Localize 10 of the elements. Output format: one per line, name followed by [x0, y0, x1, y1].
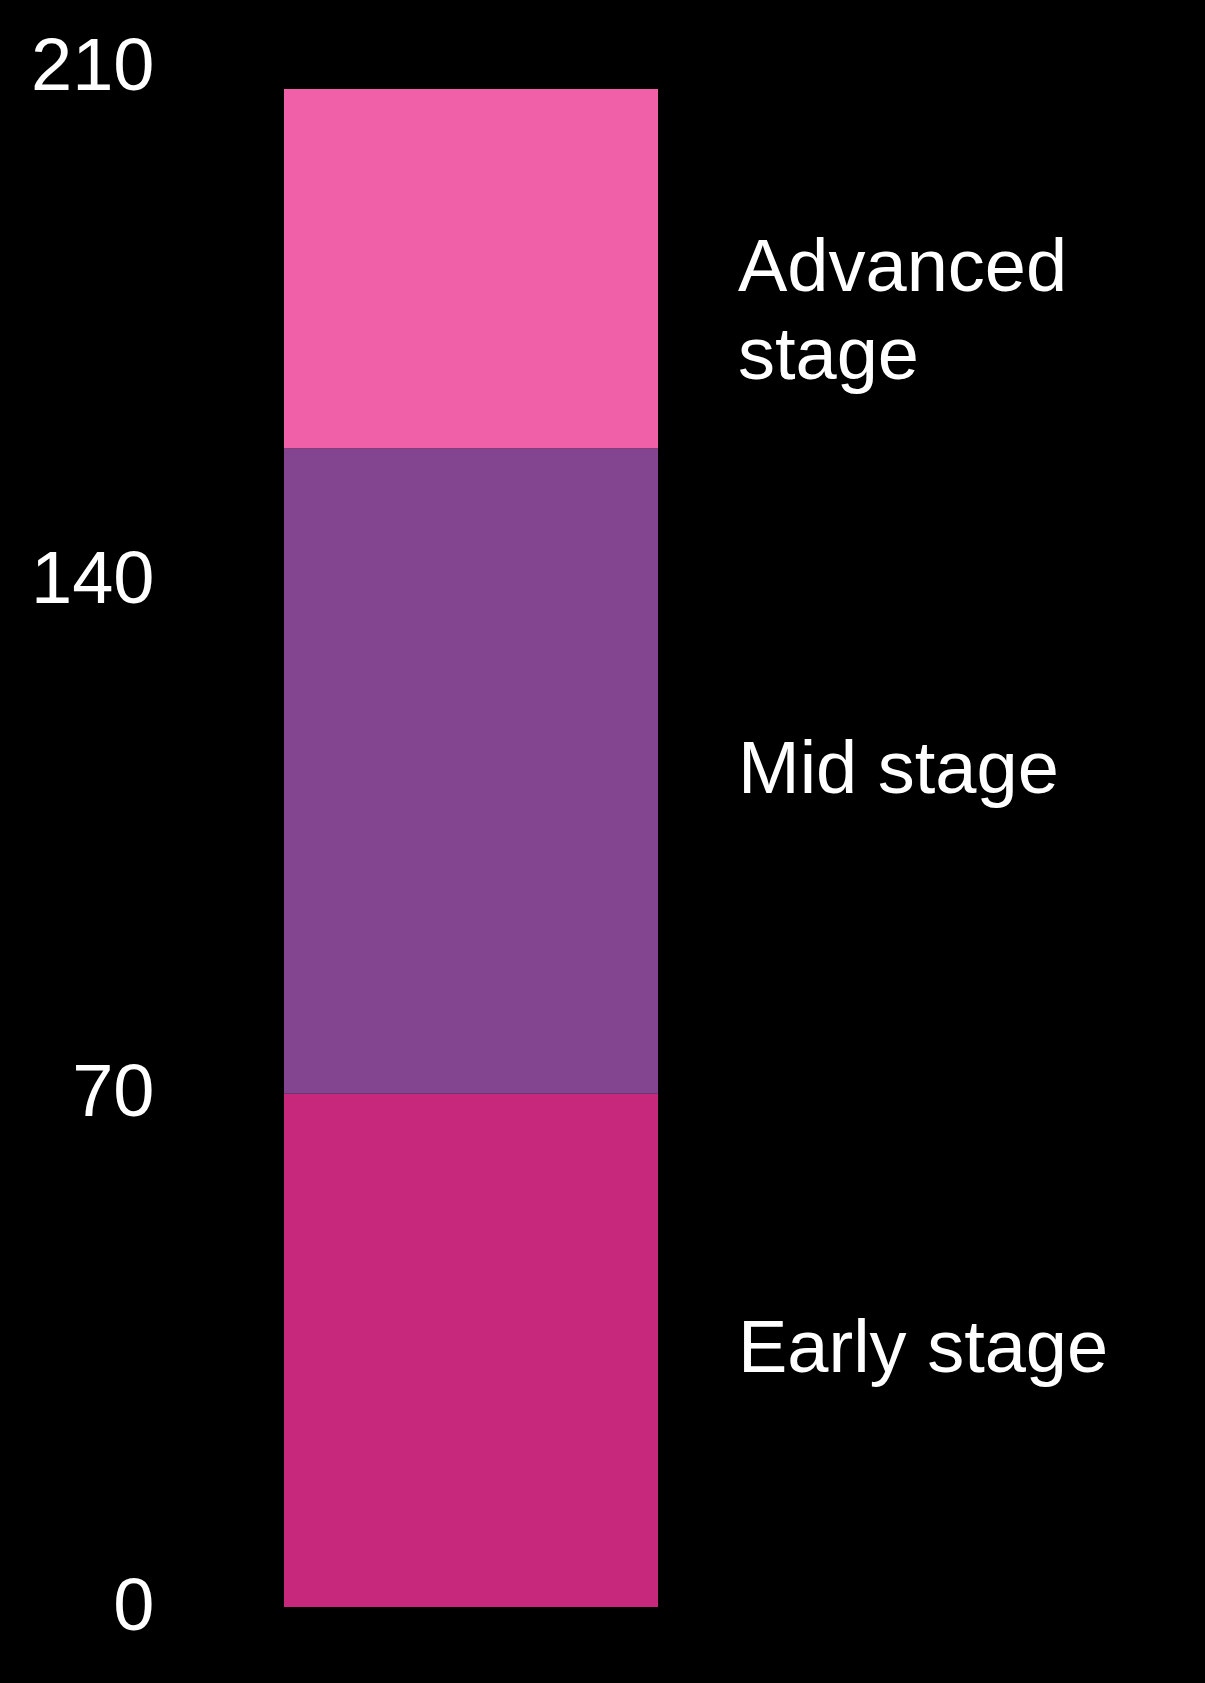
bar [284, 89, 658, 449]
y-tick-label: 0 [113, 1562, 155, 1646]
y-tick-label: 210 [31, 22, 155, 106]
y-tick-label: 70 [72, 1049, 155, 1133]
bar [284, 448, 658, 1094]
series-label: Early stage [738, 1305, 1109, 1389]
series-label: Mid stage [738, 726, 1059, 809]
series-label: Advanced stage [738, 223, 1068, 395]
bar [284, 1093, 658, 1607]
y-tick-label: 140 [31, 535, 155, 619]
